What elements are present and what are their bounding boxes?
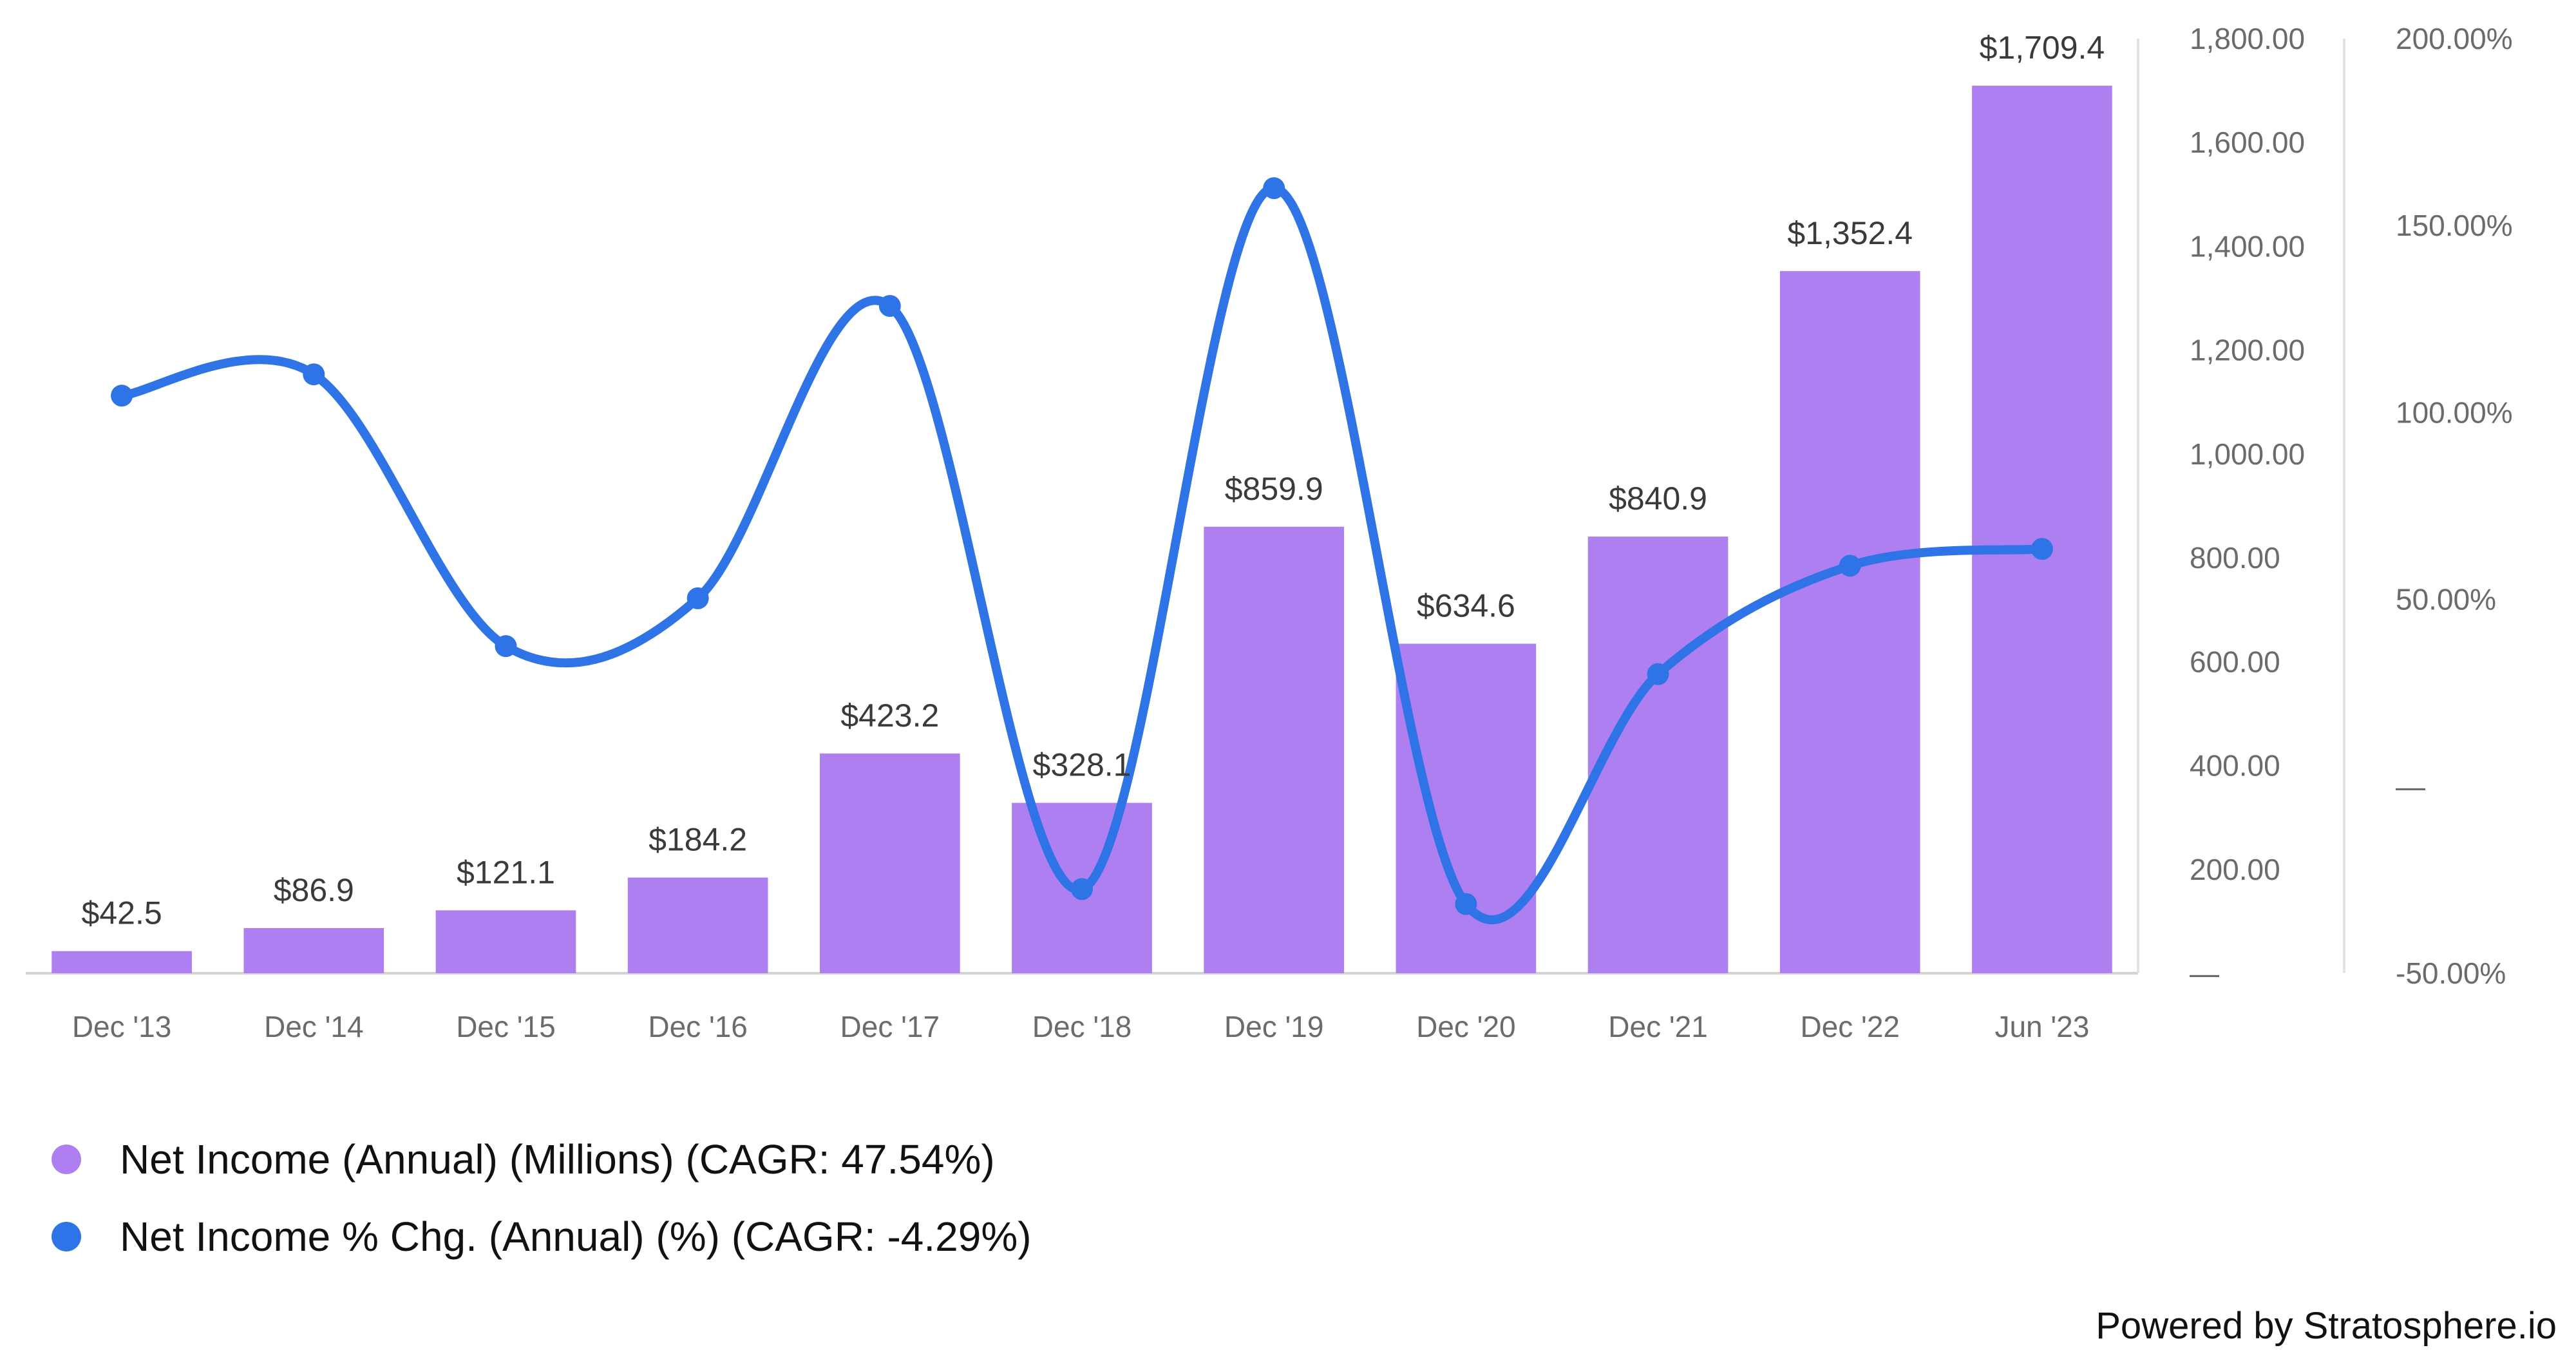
chart: $42.5 $86.9 $121.1 $184.2 $423.2 $328.1 $859.9… — [26, 22, 2513, 1043]
line-layer — [111, 177, 2053, 924]
legend-label-net-income-pct-chg: Net Income % Chg. (Annual) (%) (CAGR: -4… — [120, 1213, 1032, 1260]
bars-layer — [52, 86, 2112, 974]
line-point — [111, 385, 133, 407]
bar-value-label: $1,352.4 — [1787, 215, 1913, 251]
x-tick-label: Dec '15 — [456, 1010, 556, 1043]
right-y-tick-label: 100.00% — [2396, 395, 2513, 429]
left-y-tick-label: 1,600.00 — [2190, 126, 2305, 159]
bar — [1587, 537, 1728, 973]
left-y-tick-label: 200.00 — [2190, 853, 2280, 886]
bar-value-label: $184.2 — [649, 822, 747, 858]
x-tick-label: Dec '21 — [1608, 1010, 1708, 1043]
bar-value-label: $859.9 — [1225, 471, 1323, 507]
legend: Net Income (Annual) (Millions) (CAGR: 47… — [52, 1121, 1032, 1275]
bar — [627, 877, 768, 973]
bar — [243, 927, 384, 973]
right-y-tick-label: -50.00% — [2396, 956, 2506, 990]
bar-value-label: $840.9 — [1609, 480, 1707, 517]
legend-marker-net-income-pct-chg — [52, 1222, 81, 1251]
line-point — [878, 294, 901, 317]
bar-value-label: $328.1 — [1033, 747, 1132, 783]
left-y-tick-label: 800.00 — [2190, 541, 2280, 575]
line-point — [1455, 893, 1477, 915]
left-y-tick-label: 1,000.00 — [2190, 437, 2305, 471]
axes-layer: Dec '13 Dec '14 Dec '15 Dec '16 Dec '17 Dec '… — [72, 22, 2513, 1043]
line-point — [1263, 177, 1285, 200]
bar — [1972, 86, 2112, 973]
left-y-tick-label: — — [2190, 956, 2219, 990]
bar-value-label: $423.2 — [840, 698, 939, 734]
bar-value-label: $42.5 — [82, 895, 162, 931]
right-y-tick-label: 150.00% — [2396, 209, 2513, 242]
powered-by-footer: Powered by Stratosphere.io — [2096, 1305, 2557, 1347]
left-y-tick-label: 400.00 — [2190, 749, 2280, 783]
right-y-tick-label: — — [2396, 770, 2425, 803]
x-tick-label: Dec '20 — [1416, 1010, 1516, 1043]
line-point — [1839, 555, 1861, 577]
legend-item-net-income-pct-chg[interactable]: Net Income % Chg. (Annual) (%) (CAGR: -4… — [52, 1198, 1032, 1275]
line-point — [495, 635, 517, 658]
bar — [1396, 643, 1537, 973]
line-point — [687, 587, 709, 609]
left-y-tick-label: 600.00 — [2190, 645, 2280, 678]
x-tick-label: Jun '23 — [1994, 1010, 2089, 1043]
x-tick-label: Dec '19 — [1224, 1010, 1324, 1043]
bar — [1204, 526, 1345, 973]
x-tick-label: Dec '18 — [1032, 1010, 1132, 1043]
legend-item-net-income[interactable]: Net Income (Annual) (Millions) (CAGR: 47… — [52, 1121, 1032, 1198]
bar-value-label: $121.1 — [457, 854, 555, 890]
x-tick-label: Dec '13 — [72, 1010, 172, 1043]
left-y-tick-label: 1,200.00 — [2190, 334, 2305, 367]
x-tick-label: Dec '16 — [648, 1010, 748, 1043]
legend-label-net-income: Net Income (Annual) (Millions) (CAGR: 47… — [120, 1136, 995, 1183]
line-point — [1647, 663, 1669, 685]
x-tick-label: Dec '22 — [1800, 1010, 1900, 1043]
left-y-tick-label: 1,800.00 — [2190, 22, 2305, 55]
line-point — [2031, 538, 2053, 560]
right-y-tick-label: 50.00% — [2396, 583, 2496, 616]
line-point — [303, 363, 325, 386]
right-y-tick-label: 200.00% — [2396, 22, 2513, 55]
x-tick-label: Dec '14 — [264, 1010, 364, 1043]
bar — [1779, 271, 1920, 974]
legend-marker-net-income — [52, 1145, 81, 1174]
bar-value-label: $86.9 — [274, 872, 354, 908]
line-point — [1071, 878, 1093, 900]
bar-value-label: $634.6 — [1417, 587, 1515, 623]
left-y-tick-label: 1,400.00 — [2190, 229, 2305, 263]
bar-value-label: $1,709.4 — [1980, 30, 2105, 66]
bar — [435, 910, 576, 973]
bar — [52, 951, 192, 973]
x-tick-label: Dec '17 — [840, 1010, 940, 1043]
labels-layer: $42.5 $86.9 $121.1 $184.2 $423.2 $328.1 $859.9… — [82, 30, 2105, 931]
bar — [819, 753, 960, 973]
